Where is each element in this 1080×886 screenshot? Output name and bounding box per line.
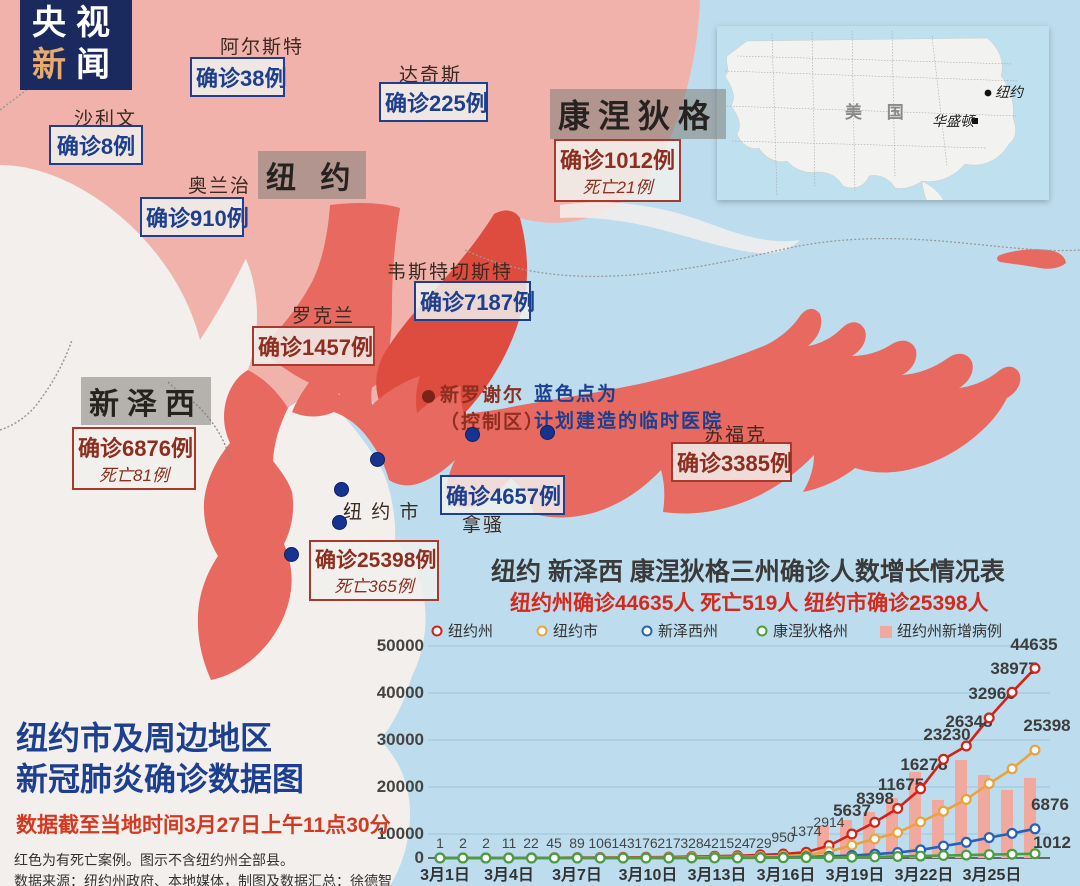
svg-text:40000: 40000	[377, 683, 424, 702]
svg-text:2: 2	[459, 835, 467, 851]
svg-text:328: 328	[680, 835, 704, 851]
svg-text:1012: 1012	[1033, 833, 1071, 852]
svg-text:25398: 25398	[1023, 716, 1070, 735]
svg-text:3月13日: 3月13日	[688, 866, 747, 884]
svg-text:3月19日: 3月19日	[826, 866, 885, 884]
svg-text:纽约州新增病例: 纽约州新增病例	[897, 623, 1002, 640]
svg-text:纽约州: 纽约州	[448, 623, 493, 640]
svg-text:176: 176	[634, 835, 658, 851]
svg-text:纽约州确诊44635人 死亡519人 纽约市确诊25398人: 纽约州确诊44635人 死亡519人 纽约市确诊25398人	[510, 591, 989, 615]
svg-text:康涅狄格州: 康涅狄格州	[773, 623, 848, 640]
svg-text:421: 421	[703, 835, 727, 851]
svg-text:143: 143	[611, 835, 635, 851]
svg-text:3月16日: 3月16日	[757, 866, 816, 884]
svg-text:美 国: 美 国	[845, 102, 914, 122]
svg-text:2: 2	[482, 835, 490, 851]
svg-text:45: 45	[546, 835, 562, 851]
svg-text:11: 11	[502, 835, 517, 851]
svg-text:729: 729	[748, 835, 772, 851]
svg-text:524: 524	[726, 835, 750, 851]
svg-text:89: 89	[569, 835, 585, 851]
svg-text:纽约 新泽西 康涅狄格三州确诊人数增长情况表: 纽约 新泽西 康涅狄格三州确诊人数增长情况表	[491, 557, 1006, 586]
svg-text:20000: 20000	[377, 777, 424, 796]
svg-text:3月10日: 3月10日	[619, 866, 678, 884]
svg-text:22: 22	[523, 835, 539, 851]
svg-text:0: 0	[415, 848, 424, 867]
svg-text:3月1日: 3月1日	[420, 866, 470, 884]
svg-text:3月25日: 3月25日	[963, 866, 1022, 884]
svg-text:3月4日: 3月4日	[484, 866, 534, 884]
svg-text:3月7日: 3月7日	[552, 866, 602, 884]
svg-text:华盛顿: 华盛顿	[932, 113, 977, 129]
svg-text:6876: 6876	[1031, 795, 1069, 814]
svg-text:217: 217	[657, 835, 681, 851]
svg-text:44635: 44635	[1010, 635, 1057, 654]
svg-text:纽约: 纽约	[995, 84, 1025, 100]
svg-text:3月22日: 3月22日	[895, 866, 954, 884]
svg-text:纽约市: 纽约市	[553, 623, 598, 640]
svg-text:50000: 50000	[377, 636, 424, 655]
svg-text:1: 1	[436, 835, 444, 851]
svg-text:30000: 30000	[377, 730, 424, 749]
svg-text:106: 106	[588, 835, 612, 851]
svg-text:新泽西州: 新泽西州	[658, 623, 718, 640]
